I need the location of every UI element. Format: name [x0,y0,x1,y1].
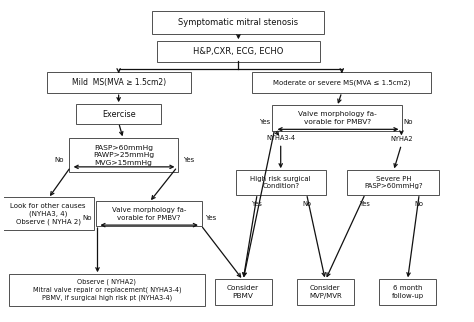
Text: Yes: Yes [360,201,371,207]
FancyBboxPatch shape [379,279,436,305]
Text: Mild  MS(MVA ≥ 1.5cm2): Mild MS(MVA ≥ 1.5cm2) [72,78,166,87]
FancyBboxPatch shape [2,197,94,230]
FancyBboxPatch shape [69,138,178,172]
FancyBboxPatch shape [47,72,191,93]
Text: Yes: Yes [205,215,216,221]
Text: Moderate or severe MS(MVA ≤ 1.5cm2): Moderate or severe MS(MVA ≤ 1.5cm2) [273,80,410,86]
FancyBboxPatch shape [252,72,431,93]
Text: No: No [82,215,92,221]
Text: NYHA2: NYHA2 [390,137,413,143]
FancyBboxPatch shape [157,41,319,62]
Text: Exercise: Exercise [102,109,136,118]
FancyBboxPatch shape [347,170,439,195]
Text: Valve morphology fa-
vorable for PMBV?: Valve morphology fa- vorable for PMBV? [298,111,376,125]
FancyBboxPatch shape [297,279,354,305]
FancyBboxPatch shape [215,279,272,305]
Text: Yes: Yes [183,157,195,163]
Text: No: No [404,119,413,125]
Text: Look for other causes
(NYHA3, 4)
Observe ( NYHA 2): Look for other causes (NYHA3, 4) Observe… [10,203,86,225]
FancyBboxPatch shape [9,274,205,306]
FancyBboxPatch shape [236,170,326,195]
Text: No: No [54,157,64,163]
Text: No: No [302,201,311,207]
Text: H&P,CXR, ECG, ECHO: H&P,CXR, ECG, ECHO [193,47,283,56]
Text: Severe PH
PASP>60mmHg?: Severe PH PASP>60mmHg? [364,176,423,189]
Text: NYHA3-4: NYHA3-4 [266,135,295,141]
FancyBboxPatch shape [153,11,324,33]
Text: PASP>60mmHg
PAWP>25mmHg
MVG>15mmHg: PASP>60mmHg PAWP>25mmHg MVG>15mmHg [93,145,154,166]
Text: 6 month
follow-up: 6 month follow-up [392,285,424,299]
Text: High risk surgical
Condition?: High risk surgical Condition? [250,176,311,189]
FancyBboxPatch shape [96,201,202,226]
Text: Consider
MVP/MVR: Consider MVP/MVR [309,285,342,299]
Text: Yes: Yes [259,119,270,125]
FancyBboxPatch shape [272,106,402,130]
Text: Yes: Yes [252,201,263,207]
Text: No: No [415,201,424,207]
Text: Symptomatic mitral stenosis: Symptomatic mitral stenosis [178,18,299,27]
FancyBboxPatch shape [76,104,161,124]
Text: Valve morphology fa-
vorable for PMBV?: Valve morphology fa- vorable for PMBV? [112,207,186,221]
Text: Consider
PBMV: Consider PBMV [227,285,259,299]
Text: Observe ( NYHA2)
Mitral valve repair or replacement( NYHA3-4)
PBMV, if surgical : Observe ( NYHA2) Mitral valve repair or … [33,279,181,301]
